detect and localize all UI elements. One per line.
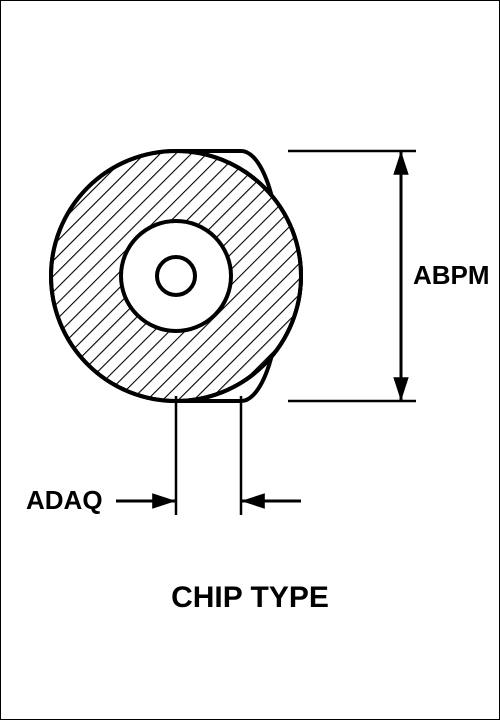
diagram-container: ABPM ADAQ CHIP TYPE (0, 0, 500, 720)
dimension-label-adaq: ADAQ (26, 485, 103, 516)
diagram-title: CHIP TYPE (1, 581, 499, 615)
dimension-label-abpm: ABPM (413, 260, 490, 291)
